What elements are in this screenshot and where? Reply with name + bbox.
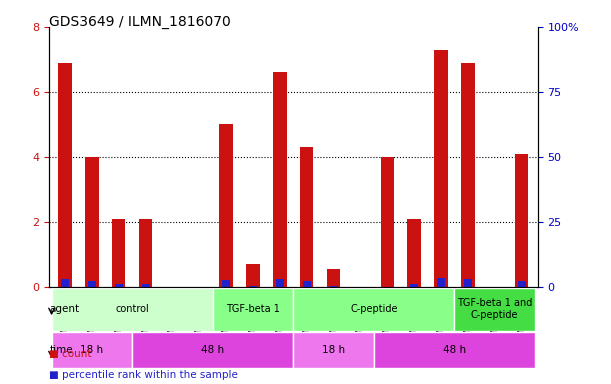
FancyBboxPatch shape — [132, 332, 293, 368]
Bar — [222, 280, 230, 287]
Bar — [515, 154, 529, 287]
Bar — [249, 286, 257, 287]
Text: 48 h: 48 h — [201, 345, 224, 355]
Bar — [327, 269, 340, 287]
Bar — [276, 279, 284, 287]
FancyBboxPatch shape — [213, 288, 293, 331]
Text: GDS3649 / ILMN_1816070: GDS3649 / ILMN_1816070 — [49, 15, 230, 29]
Bar — [85, 157, 98, 287]
Text: TGF-beta 1 and
C-peptide: TGF-beta 1 and C-peptide — [457, 298, 532, 320]
Bar — [112, 218, 125, 287]
FancyBboxPatch shape — [51, 332, 132, 368]
Text: 48 h: 48 h — [443, 345, 466, 355]
FancyBboxPatch shape — [455, 288, 535, 331]
Text: ■ count: ■ count — [49, 349, 92, 359]
Text: time: time — [49, 345, 73, 355]
Text: 18 h: 18 h — [322, 345, 345, 355]
Text: 18 h: 18 h — [80, 345, 103, 355]
Bar — [219, 124, 233, 287]
Bar — [273, 73, 287, 287]
Text: control: control — [115, 304, 149, 314]
Bar — [464, 279, 472, 287]
Bar — [461, 63, 475, 287]
Bar — [61, 279, 69, 287]
FancyBboxPatch shape — [293, 332, 374, 368]
Bar — [302, 281, 311, 287]
Text: C-peptide: C-peptide — [350, 304, 398, 314]
Bar — [329, 286, 338, 287]
Bar — [300, 147, 313, 287]
FancyBboxPatch shape — [51, 288, 213, 331]
Bar — [139, 218, 152, 287]
Bar — [434, 50, 448, 287]
Bar — [408, 218, 421, 287]
Bar — [58, 63, 71, 287]
FancyBboxPatch shape — [374, 332, 535, 368]
Text: ■ percentile rank within the sample: ■ percentile rank within the sample — [49, 370, 238, 380]
Bar — [88, 281, 96, 287]
Bar — [518, 281, 525, 287]
Text: agent: agent — [49, 304, 79, 314]
Bar — [437, 278, 445, 287]
Bar — [115, 283, 123, 287]
Bar — [410, 284, 418, 287]
Text: TGF-beta 1: TGF-beta 1 — [226, 304, 280, 314]
Bar — [246, 264, 260, 287]
Bar — [142, 283, 150, 287]
FancyBboxPatch shape — [293, 288, 455, 331]
Bar — [381, 157, 394, 287]
